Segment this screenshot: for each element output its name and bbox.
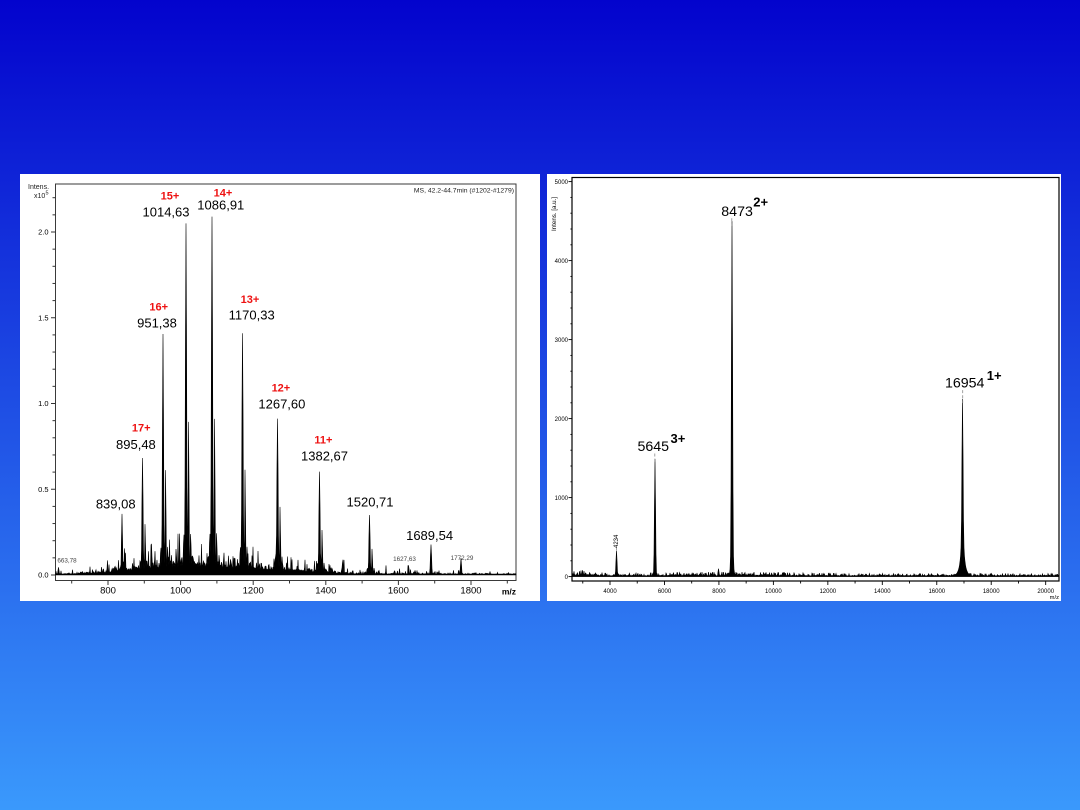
svg-text:11+: 11+ xyxy=(314,435,332,447)
svg-text:13+: 13+ xyxy=(241,294,260,306)
svg-text:4000: 4000 xyxy=(603,589,617,595)
svg-text:2000: 2000 xyxy=(555,417,569,423)
svg-text:8000: 8000 xyxy=(712,589,726,595)
svg-text:x10: x10 xyxy=(34,193,45,200)
svg-text:663,78: 663,78 xyxy=(57,558,77,565)
svg-text:15+: 15+ xyxy=(161,191,180,203)
svg-text:2+: 2+ xyxy=(753,194,768,209)
svg-text:839,08: 839,08 xyxy=(96,497,136,512)
svg-text:1086,91: 1086,91 xyxy=(197,197,244,212)
svg-text:1800: 1800 xyxy=(460,586,481,597)
svg-text:1627,63: 1627,63 xyxy=(393,556,416,563)
svg-text:0.0: 0.0 xyxy=(38,571,48,580)
svg-text:m/z: m/z xyxy=(1050,595,1059,601)
svg-text:1400: 1400 xyxy=(315,586,336,597)
svg-text:1772,29: 1772,29 xyxy=(451,555,474,562)
svg-text:800: 800 xyxy=(100,586,116,597)
svg-text:1+: 1+ xyxy=(987,368,1002,383)
svg-text:MS, 42.2-44.7min (#1202-#1279): MS, 42.2-44.7min (#1202-#1279) xyxy=(414,188,514,195)
svg-text:1.5: 1.5 xyxy=(38,313,48,322)
svg-text:1200: 1200 xyxy=(243,586,264,597)
svg-text:1.0: 1.0 xyxy=(38,399,48,408)
svg-text:10000: 10000 xyxy=(765,589,782,595)
svg-text:16000: 16000 xyxy=(928,589,945,595)
svg-text:1520,71: 1520,71 xyxy=(347,495,394,510)
svg-text:5: 5 xyxy=(46,191,49,197)
svg-text:8473: 8473 xyxy=(721,204,753,220)
svg-text:17+: 17+ xyxy=(132,423,151,435)
svg-text:14+: 14+ xyxy=(214,187,233,199)
svg-text:14000: 14000 xyxy=(874,589,891,595)
svg-text:16954: 16954 xyxy=(945,376,985,392)
svg-text:Intens.: Intens. xyxy=(28,184,49,191)
svg-text:1382,67: 1382,67 xyxy=(301,448,348,463)
svg-text:1014,63: 1014,63 xyxy=(143,205,190,220)
svg-text:16+: 16+ xyxy=(149,301,168,313)
svg-text:1170,33: 1170,33 xyxy=(229,308,275,323)
svg-text:2.0: 2.0 xyxy=(38,228,48,237)
svg-text:5000: 5000 xyxy=(555,180,569,186)
svg-text:Intens. [a.u.]: Intens. [a.u.] xyxy=(551,197,558,231)
svg-text:895,48: 895,48 xyxy=(116,437,156,452)
svg-text:6000: 6000 xyxy=(658,589,672,595)
svg-text:0.5: 0.5 xyxy=(38,485,48,494)
svg-text:1000: 1000 xyxy=(170,586,191,597)
svg-text:4000: 4000 xyxy=(555,259,569,265)
svg-text:-4234: -4234 xyxy=(614,534,620,550)
svg-text:5645: 5645 xyxy=(638,439,670,455)
svg-text:18000: 18000 xyxy=(983,589,1000,595)
svg-text:1689,54: 1689,54 xyxy=(406,528,453,543)
svg-text:20000: 20000 xyxy=(1037,589,1054,595)
svg-text:1600: 1600 xyxy=(388,586,409,597)
svg-text:0: 0 xyxy=(565,575,569,581)
svg-text:12+: 12+ xyxy=(272,383,291,395)
svg-text:m/z: m/z xyxy=(502,587,516,597)
svg-text:12000: 12000 xyxy=(819,589,836,595)
svg-text:1000: 1000 xyxy=(555,496,569,502)
svg-text:951,38: 951,38 xyxy=(137,316,177,331)
svg-text:3+: 3+ xyxy=(671,431,686,446)
svg-text:1267,60: 1267,60 xyxy=(258,396,305,411)
svg-text:3000: 3000 xyxy=(555,338,569,344)
